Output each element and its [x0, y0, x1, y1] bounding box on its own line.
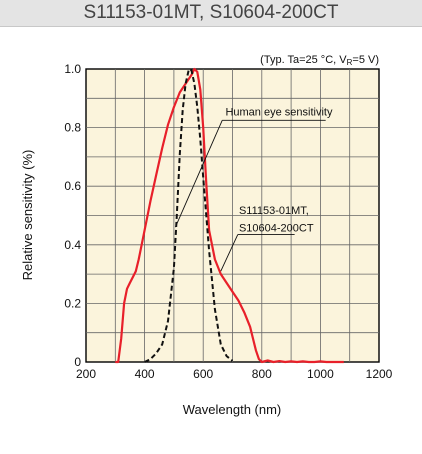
condition-note-subscript: R [347, 58, 353, 67]
condition-note-tail: =5 V) [352, 54, 379, 66]
condition-note-main: (Typ. Ta=25 °C, V [260, 54, 347, 66]
x-tick-label: 600 [193, 367, 213, 381]
grid-lines [86, 69, 379, 362]
series-human-eye-line [144, 68, 234, 363]
x-tick-label: 400 [135, 367, 155, 381]
condition-note: (Typ. Ta=25 °C, VR=5 V) [260, 54, 379, 67]
annotation-leader-device [220, 234, 239, 272]
y-tick-label: 0 [74, 355, 81, 369]
annotation-leader-eye [174, 120, 223, 228]
series-layer [115, 67, 344, 364]
page-title: S11153-01MT, S10604-200CT [0, 0, 422, 27]
annotation-device-label-1: S11153-01MT, [239, 205, 309, 217]
series-photodiode-line [115, 67, 344, 364]
annotation-eye-label: Human eye sensitivity [225, 106, 332, 118]
y-axis-label: Relative sensitivity (%) [20, 150, 35, 281]
y-tick-label: 0.6 [64, 179, 81, 193]
x-axis-label: Wavelength (nm) [183, 402, 282, 417]
y-tick-label: 0.4 [64, 238, 81, 252]
annotations: Human eye sensitivity S11153-01MT, S10604-… [174, 106, 333, 272]
x-tick-label: 1000 [307, 367, 334, 381]
y-tick-label: 1.0 [64, 62, 81, 76]
x-tick-label: 1200 [366, 367, 393, 381]
x-tick-label: 800 [252, 367, 272, 381]
axis-ticks: 200 400 600 800 1000 1200 0 0.2 0.4 0.6 0.8 1.0 [64, 62, 392, 381]
annotation-device-label-2: S10604-200CT [239, 223, 314, 235]
x-tick-label: 200 [76, 367, 96, 381]
y-tick-label: 0.8 [64, 121, 81, 135]
y-tick-label: 0.2 [64, 296, 81, 310]
